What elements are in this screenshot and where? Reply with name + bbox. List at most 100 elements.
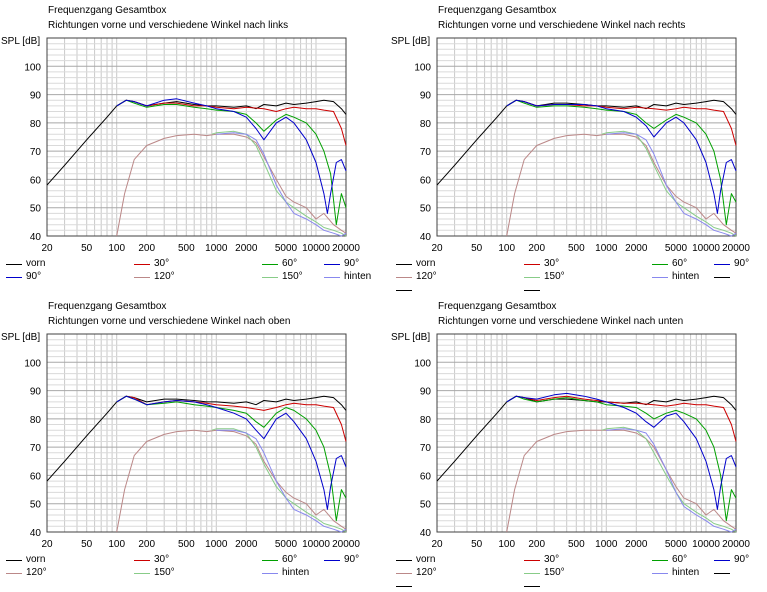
legend-label: 90° bbox=[734, 258, 750, 269]
y-axis-label: SPL [dB] bbox=[1, 332, 41, 343]
x-tick-label: 100 bbox=[498, 243, 515, 254]
y-axis-label: SPL [dB] bbox=[1, 36, 41, 47]
y-tick-label: 70 bbox=[30, 147, 42, 158]
legend-swatch bbox=[324, 560, 340, 561]
legend-label: vorn bbox=[416, 258, 436, 269]
legend-swatch bbox=[6, 264, 22, 265]
legend: vorn 30° 60° 90° 120° 150° hinten bbox=[396, 554, 767, 592]
legend-swatch bbox=[652, 277, 668, 278]
y-tick-label: 80 bbox=[30, 119, 42, 130]
legend-swatch bbox=[652, 573, 668, 574]
legend-swatch bbox=[134, 573, 150, 574]
x-tick-label: 5000 bbox=[665, 243, 688, 254]
x-tick-label: 500 bbox=[568, 539, 585, 550]
legend-label: 150° bbox=[544, 271, 565, 282]
chart-title: Frequenzgang Gesamtbox bbox=[48, 301, 167, 312]
legend-label: 90° bbox=[344, 554, 360, 565]
legend-swatch bbox=[396, 586, 412, 587]
x-tick-label: 20000 bbox=[722, 243, 750, 254]
legend-label: 150° bbox=[544, 567, 565, 578]
x-tick-label: 200 bbox=[138, 539, 155, 550]
series-line-deg150 bbox=[601, 426, 737, 533]
x-tick-label: 2000 bbox=[625, 243, 648, 254]
y-tick-label: 100 bbox=[414, 358, 431, 369]
y-tick-label: 100 bbox=[24, 62, 41, 73]
series-line-deg150 bbox=[601, 130, 737, 237]
x-tick-label: 20000 bbox=[332, 243, 360, 254]
plot-frame bbox=[46, 333, 347, 533]
chart-subtitle: Richtungen vorne und verschiedene Winkel… bbox=[48, 316, 291, 327]
x-tick-label: 10000 bbox=[302, 539, 330, 550]
legend: vorn 30° 60° 90° 120° 150° hinten bbox=[6, 554, 382, 592]
chart-panel-oben: Frequenzgang Gesamtbox Richtungen vorne … bbox=[0, 296, 383, 591]
x-tick-label: 100 bbox=[498, 539, 515, 550]
legend-swatch bbox=[524, 290, 540, 291]
legend-label: 120° bbox=[416, 271, 437, 282]
x-tick-label: 2000 bbox=[235, 243, 258, 254]
legend-swatch bbox=[714, 560, 730, 561]
legend-swatch bbox=[524, 264, 540, 265]
legend-swatch bbox=[396, 290, 412, 291]
x-tick-label: 1000 bbox=[595, 539, 618, 550]
x-tick-label: 20 bbox=[431, 243, 443, 254]
series-line-deg90 bbox=[506, 99, 737, 214]
x-tick-label: 50 bbox=[81, 243, 93, 254]
series-line-deg90 bbox=[506, 392, 737, 510]
y-tick-label: 60 bbox=[420, 471, 432, 482]
plot-svg: 40 50 60 70 80 90 100 20 50 100 200 500 1000 2000 5000… bbox=[24, 37, 360, 254]
y-tick-label: 50 bbox=[420, 204, 432, 215]
legend-swatch bbox=[524, 586, 540, 587]
legend-swatch bbox=[714, 277, 730, 278]
legend: vorn 30° 60° 90° 120° 150° hinten bbox=[396, 258, 767, 296]
x-tick-label: 20 bbox=[41, 243, 53, 254]
x-tick-label: 100 bbox=[108, 539, 125, 550]
x-tick-label: 500 bbox=[178, 243, 195, 254]
x-tick-label: 500 bbox=[568, 243, 585, 254]
series-line-deg60 bbox=[116, 99, 347, 226]
y-tick-label: 50 bbox=[30, 500, 42, 511]
legend-swatch bbox=[6, 277, 22, 278]
plot-frame bbox=[436, 333, 737, 533]
legend-label: 60° bbox=[282, 258, 298, 269]
y-axis-label: SPL [dB] bbox=[391, 36, 431, 47]
legend-label: 150° bbox=[282, 271, 303, 282]
legend: vorn 30° 60° 90° 90° 120° 150° hinten bbox=[6, 258, 382, 296]
legend-label: 120° bbox=[416, 567, 437, 578]
x-tick-label: 5000 bbox=[275, 243, 298, 254]
legend-label: 60° bbox=[672, 258, 688, 269]
x-tick-label: 50 bbox=[471, 243, 483, 254]
legend-swatch bbox=[524, 560, 540, 561]
series-line-deg60 bbox=[506, 395, 737, 522]
legend-label: 90° bbox=[344, 258, 360, 269]
x-tick-label: 50 bbox=[81, 539, 93, 550]
legend-label: hinten bbox=[672, 271, 700, 282]
y-tick-label: 60 bbox=[420, 175, 432, 186]
legend-swatch bbox=[396, 277, 412, 278]
series-line-vorn bbox=[436, 395, 737, 482]
x-tick-label: 1000 bbox=[205, 243, 228, 254]
legend-label: 30° bbox=[154, 258, 170, 269]
legend-swatch bbox=[714, 264, 730, 265]
legend-label: 30° bbox=[544, 258, 560, 269]
series-line-hinten bbox=[216, 132, 347, 237]
legend-swatch bbox=[134, 277, 150, 278]
series-line-vorn bbox=[46, 395, 347, 482]
y-tick-label: 70 bbox=[420, 443, 432, 454]
x-tick-label: 20 bbox=[41, 539, 53, 550]
series-line-deg60 bbox=[506, 99, 737, 226]
y-tick-label: 60 bbox=[30, 471, 42, 482]
series-line-vorn bbox=[436, 99, 737, 186]
legend-label: vorn bbox=[26, 554, 46, 565]
y-tick-label: 50 bbox=[30, 204, 42, 215]
legend-swatch bbox=[396, 573, 412, 574]
x-tick-label: 100 bbox=[108, 243, 125, 254]
chart-panel-links: Frequenzgang Gesamtbox Richtungen vorne … bbox=[0, 0, 383, 295]
legend-label: 150° bbox=[154, 567, 175, 578]
x-tick-label: 20000 bbox=[722, 539, 750, 550]
legend-swatch bbox=[524, 277, 540, 278]
legend-swatch bbox=[262, 264, 278, 265]
plot-svg: 40 50 60 70 80 90 100 20 50 100 200 500 1000 2000 5000… bbox=[24, 333, 360, 550]
chart-title: Frequenzgang Gesamtbox bbox=[438, 301, 557, 312]
plot-frame bbox=[46, 37, 347, 237]
legend-swatch bbox=[652, 264, 668, 265]
